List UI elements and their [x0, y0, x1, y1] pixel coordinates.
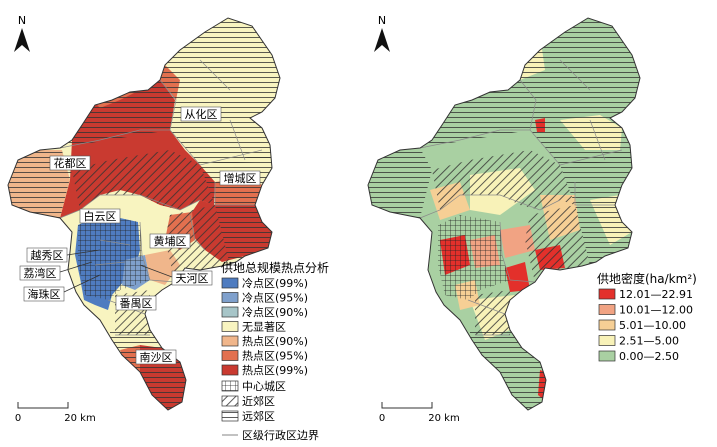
- legend-title: 供地总规模热点分析: [221, 260, 329, 275]
- density-legend-item: 2.51—5.00: [598, 335, 679, 348]
- scale-start: 0: [15, 413, 21, 424]
- hotspot-legend-swatch: [221, 350, 239, 361]
- city-outline-right: [367, 17, 641, 411]
- density-legend-swatch: [598, 319, 616, 331]
- svg-text:中心城区: 中心城区: [242, 380, 286, 393]
- hotspot-legend-item: 无显著区: [221, 320, 286, 334]
- hotspot-legend-label: 冷点区(90%): [242, 306, 308, 319]
- district-boundaries: [59, 59, 263, 336]
- label-huangpu: 黄埔区: [154, 234, 187, 248]
- label-zengcheng: 增城区: [224, 171, 257, 185]
- hotspot-legend-item: 热点区(95%): [221, 350, 308, 363]
- label-yuexiu: 越秀区: [31, 248, 64, 262]
- density-legend-label: 5.01—10.00: [619, 319, 686, 332]
- north-arrow-right: N: [374, 14, 390, 52]
- label-tianhe: 天河区: [176, 272, 209, 285]
- density-legend-title: 供地密度(ha/km²): [597, 271, 697, 286]
- hotspot-legend-item: 冷点区(95%): [221, 292, 308, 305]
- label-huadu: 花都区: [54, 157, 87, 170]
- district-boundaries-right: [419, 59, 623, 336]
- hotspot-legend-item: 热点区(99%): [221, 364, 308, 377]
- city-outline: [7, 17, 281, 411]
- legend-pattern-grid: 中心城区: [221, 380, 286, 393]
- north-label-right: N: [378, 14, 386, 27]
- hotspot-map: N 从化区 花都区 增城区 白云区 黄埔区 越秀区 荔湾区 天河区 海珠区: [7, 14, 329, 442]
- density-legend-item: 0.00—2.50: [598, 350, 679, 363]
- hotspot-legend: 供地总规模热点分析 冷点区(99%)冷点区(95%)冷点区(90%)无显著区热点…: [221, 260, 329, 442]
- scale-end-right: 20 km: [428, 413, 459, 424]
- north-label: N: [18, 14, 26, 27]
- label-haizhu: 海珠区: [28, 287, 61, 301]
- label-nansha: 南沙区: [140, 351, 173, 364]
- density-legend-label: 2.51—5.00: [619, 335, 679, 348]
- scale-end: 20 km: [64, 413, 95, 424]
- hotspot-legend-label: 热点区(95%): [242, 350, 308, 363]
- density-legend-swatch: [598, 335, 616, 346]
- hotspot-legend-swatch: [221, 321, 239, 332]
- density-legend-label: 0.00—2.50: [619, 350, 679, 363]
- hotspot-legend-swatch: [221, 277, 239, 289]
- district-labels: 从化区 花都区 增城区 白云区 黄埔区 越秀区 荔湾区 天河区 海珠区 番禺区 …: [19, 106, 261, 365]
- density-legend-item: 5.01—10.00: [598, 319, 686, 332]
- svg-text:区级行政区边界: 区级行政区边界: [242, 428, 319, 442]
- svg-text:远郊区: 远郊区: [242, 410, 275, 423]
- hotspot-legend-label: 冷点区(99%): [242, 277, 308, 290]
- density-legend-swatch: [598, 304, 616, 315]
- label-liwan: 荔湾区: [24, 266, 57, 280]
- scale-bar-left: 0 20 km: [15, 402, 96, 424]
- density-legend-swatch: [598, 288, 616, 300]
- scale-start-right: 0: [379, 413, 385, 424]
- density-legend: 供地密度(ha/km²) 12.01—22.91 10.01—12.00 5.01—…: [597, 271, 697, 363]
- hotspot-legend-label: 热点区(99%): [242, 364, 308, 377]
- density-legend-label: 12.01—22.91: [619, 288, 693, 301]
- hotspot-legend-swatch: [221, 335, 239, 347]
- north-arrow: N: [14, 14, 30, 52]
- hotspot-legend-item: 冷点区(90%): [221, 306, 308, 319]
- density-legend-item: 12.01—22.91: [598, 288, 693, 301]
- hotspot-legend-label: 冷点区(95%): [242, 292, 308, 305]
- legend-pattern-diagonal: 近郊区: [221, 395, 275, 408]
- hotspot-legend-label: 热点区(90%): [242, 335, 308, 348]
- density-legend-label: 10.01—12.00: [619, 304, 693, 317]
- label-baiyun: 白云区: [84, 209, 117, 223]
- hotspot-legend-item: 冷点区(99%): [221, 277, 308, 290]
- hotspot-legend-item: 热点区(90%): [221, 335, 308, 348]
- hotspot-legend-label: 无显著区: [242, 320, 286, 334]
- legend-boundary: 区级行政区边界: [222, 428, 319, 442]
- label-panyu: 番禺区: [120, 297, 153, 310]
- density-legend-swatch: [598, 350, 616, 362]
- density-legend-item: 10.01—12.00: [598, 304, 693, 317]
- label-conghua: 从化区: [185, 107, 218, 121]
- hotspot-legend-swatch: [221, 306, 239, 318]
- hotspot-legend-swatch: [221, 292, 239, 303]
- hotspot-legend-swatch: [221, 364, 239, 376]
- scale-bar-right: 0 20 km: [379, 402, 460, 424]
- density-map: N 0 20 km 供地密度(ha/km²) 12.01—22.91 10.01—…: [367, 14, 697, 424]
- svg-text:近郊区: 近郊区: [242, 395, 275, 408]
- legend-pattern-horizontal: 远郊区: [221, 410, 275, 423]
